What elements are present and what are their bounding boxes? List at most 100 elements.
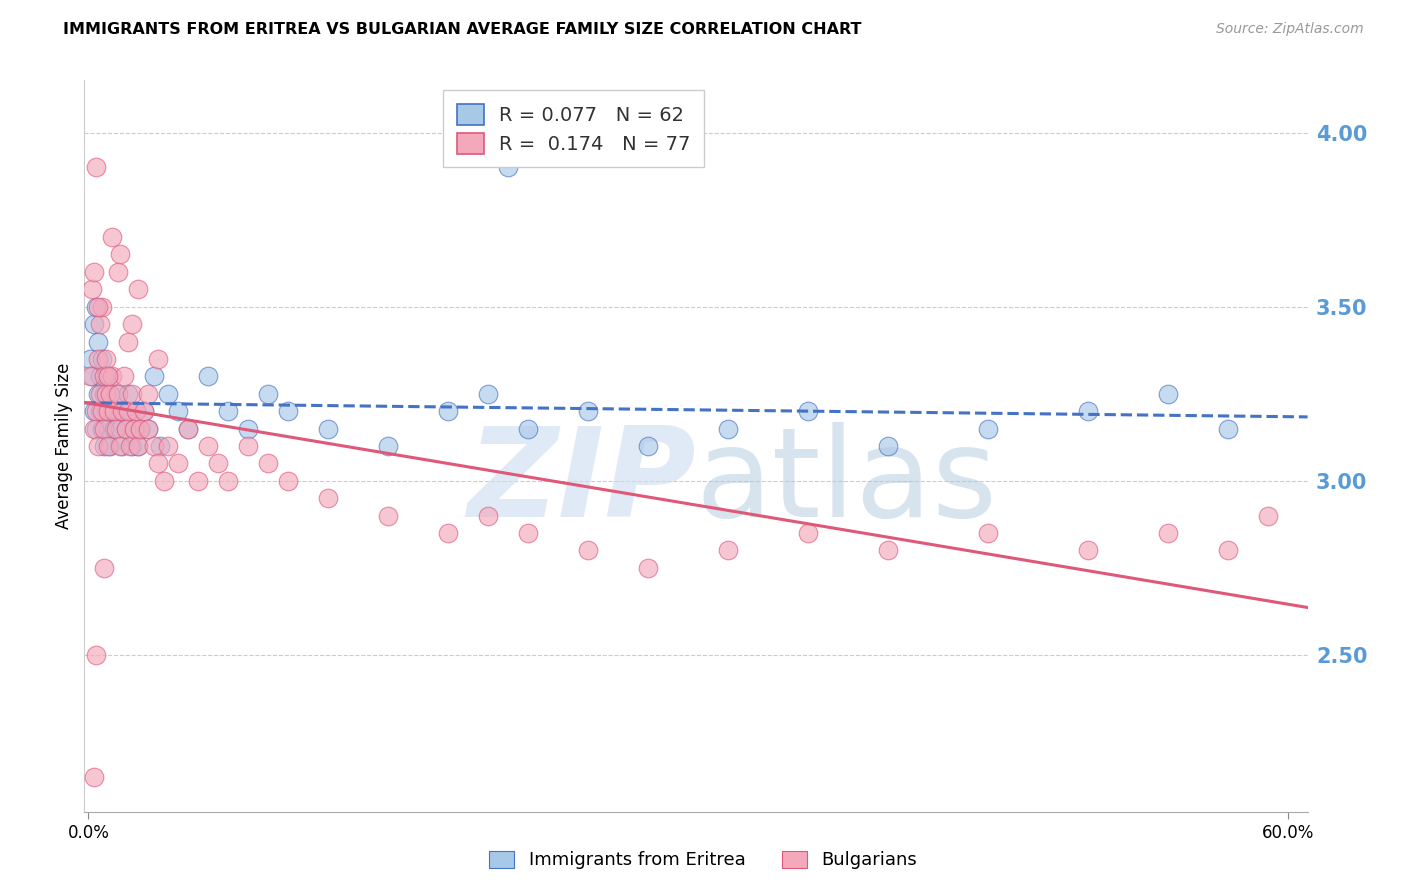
Legend: Immigrants from Eritrea, Bulgarians: Immigrants from Eritrea, Bulgarians [479, 842, 927, 879]
Legend: R = 0.077   N = 62, R =  0.174   N = 77: R = 0.077 N = 62, R = 0.174 N = 77 [443, 90, 704, 168]
Point [167, 457, 190, 471]
Point [125, 404, 148, 418]
Point [377, 439, 399, 453]
Point [121, 386, 143, 401]
Point [96, 386, 118, 401]
Point [121, 439, 143, 453]
Point [83, 265, 105, 279]
Point [110, 247, 132, 261]
Point [86, 404, 108, 418]
Point [83, 317, 105, 331]
Point [97, 369, 120, 384]
Point [112, 369, 135, 384]
Point [316, 421, 339, 435]
Point [197, 439, 219, 453]
Point [637, 439, 659, 453]
Point [121, 317, 143, 331]
Point [110, 421, 132, 435]
Point [83, 404, 105, 418]
Point [86, 161, 108, 175]
Point [96, 369, 118, 384]
Point [82, 282, 104, 296]
Point [91, 421, 114, 435]
Point [98, 439, 121, 453]
Point [157, 386, 180, 401]
Point [107, 265, 129, 279]
Point [977, 421, 1000, 435]
Point [136, 386, 159, 401]
Point [134, 404, 156, 418]
Y-axis label: Average Family Size: Average Family Size [55, 363, 73, 529]
Point [87, 334, 110, 349]
Point [1216, 543, 1239, 558]
Point [148, 457, 170, 471]
Point [101, 369, 124, 384]
Point [238, 439, 260, 453]
Point [97, 421, 120, 435]
Point [197, 369, 219, 384]
Point [107, 404, 129, 418]
Point [97, 439, 120, 453]
Point [876, 439, 898, 453]
Text: Source: ZipAtlas.com: Source: ZipAtlas.com [1216, 22, 1364, 37]
Point [103, 404, 125, 418]
Point [437, 404, 460, 418]
Point [277, 474, 299, 488]
Point [1156, 386, 1178, 401]
Point [477, 386, 499, 401]
Point [101, 230, 124, 244]
Point [97, 369, 120, 384]
Point [129, 421, 152, 435]
Point [112, 404, 135, 418]
Point [103, 421, 125, 435]
Point [89, 386, 111, 401]
Point [238, 421, 260, 435]
Point [115, 421, 138, 435]
Point [120, 404, 142, 418]
Point [93, 421, 115, 435]
Point [89, 369, 111, 384]
Point [83, 770, 105, 784]
Point [217, 474, 239, 488]
Point [91, 300, 114, 314]
Point [115, 421, 138, 435]
Point [717, 543, 740, 558]
Point [93, 386, 115, 401]
Point [496, 161, 519, 175]
Point [437, 526, 460, 541]
Point [127, 439, 149, 453]
Point [1257, 508, 1279, 523]
Point [124, 421, 146, 435]
Point [316, 491, 339, 506]
Point [143, 369, 166, 384]
Point [134, 404, 156, 418]
Point [1156, 526, 1178, 541]
Point [127, 282, 149, 296]
Point [117, 404, 139, 418]
Point [277, 404, 299, 418]
Text: ZIP: ZIP [467, 422, 696, 543]
Point [977, 526, 1000, 541]
Point [717, 421, 740, 435]
Text: atlas: atlas [696, 422, 998, 543]
Point [111, 404, 134, 418]
Text: IMMIGRANTS FROM ERITREA VS BULGARIAN AVERAGE FAMILY SIZE CORRELATION CHART: IMMIGRANTS FROM ERITREA VS BULGARIAN AVE… [63, 22, 862, 37]
Point [127, 439, 149, 453]
Point [101, 404, 124, 418]
Point [117, 334, 139, 349]
Point [1077, 543, 1099, 558]
Point [96, 404, 118, 418]
Point [93, 369, 115, 384]
Point [91, 404, 114, 418]
Point [79, 369, 101, 384]
Point [89, 317, 111, 331]
Point [517, 421, 540, 435]
Point [177, 421, 200, 435]
Point [797, 404, 820, 418]
Point [148, 351, 170, 366]
Point [86, 648, 108, 662]
Point [83, 421, 105, 435]
Point [157, 439, 180, 453]
Point [207, 457, 229, 471]
Point [124, 421, 146, 435]
